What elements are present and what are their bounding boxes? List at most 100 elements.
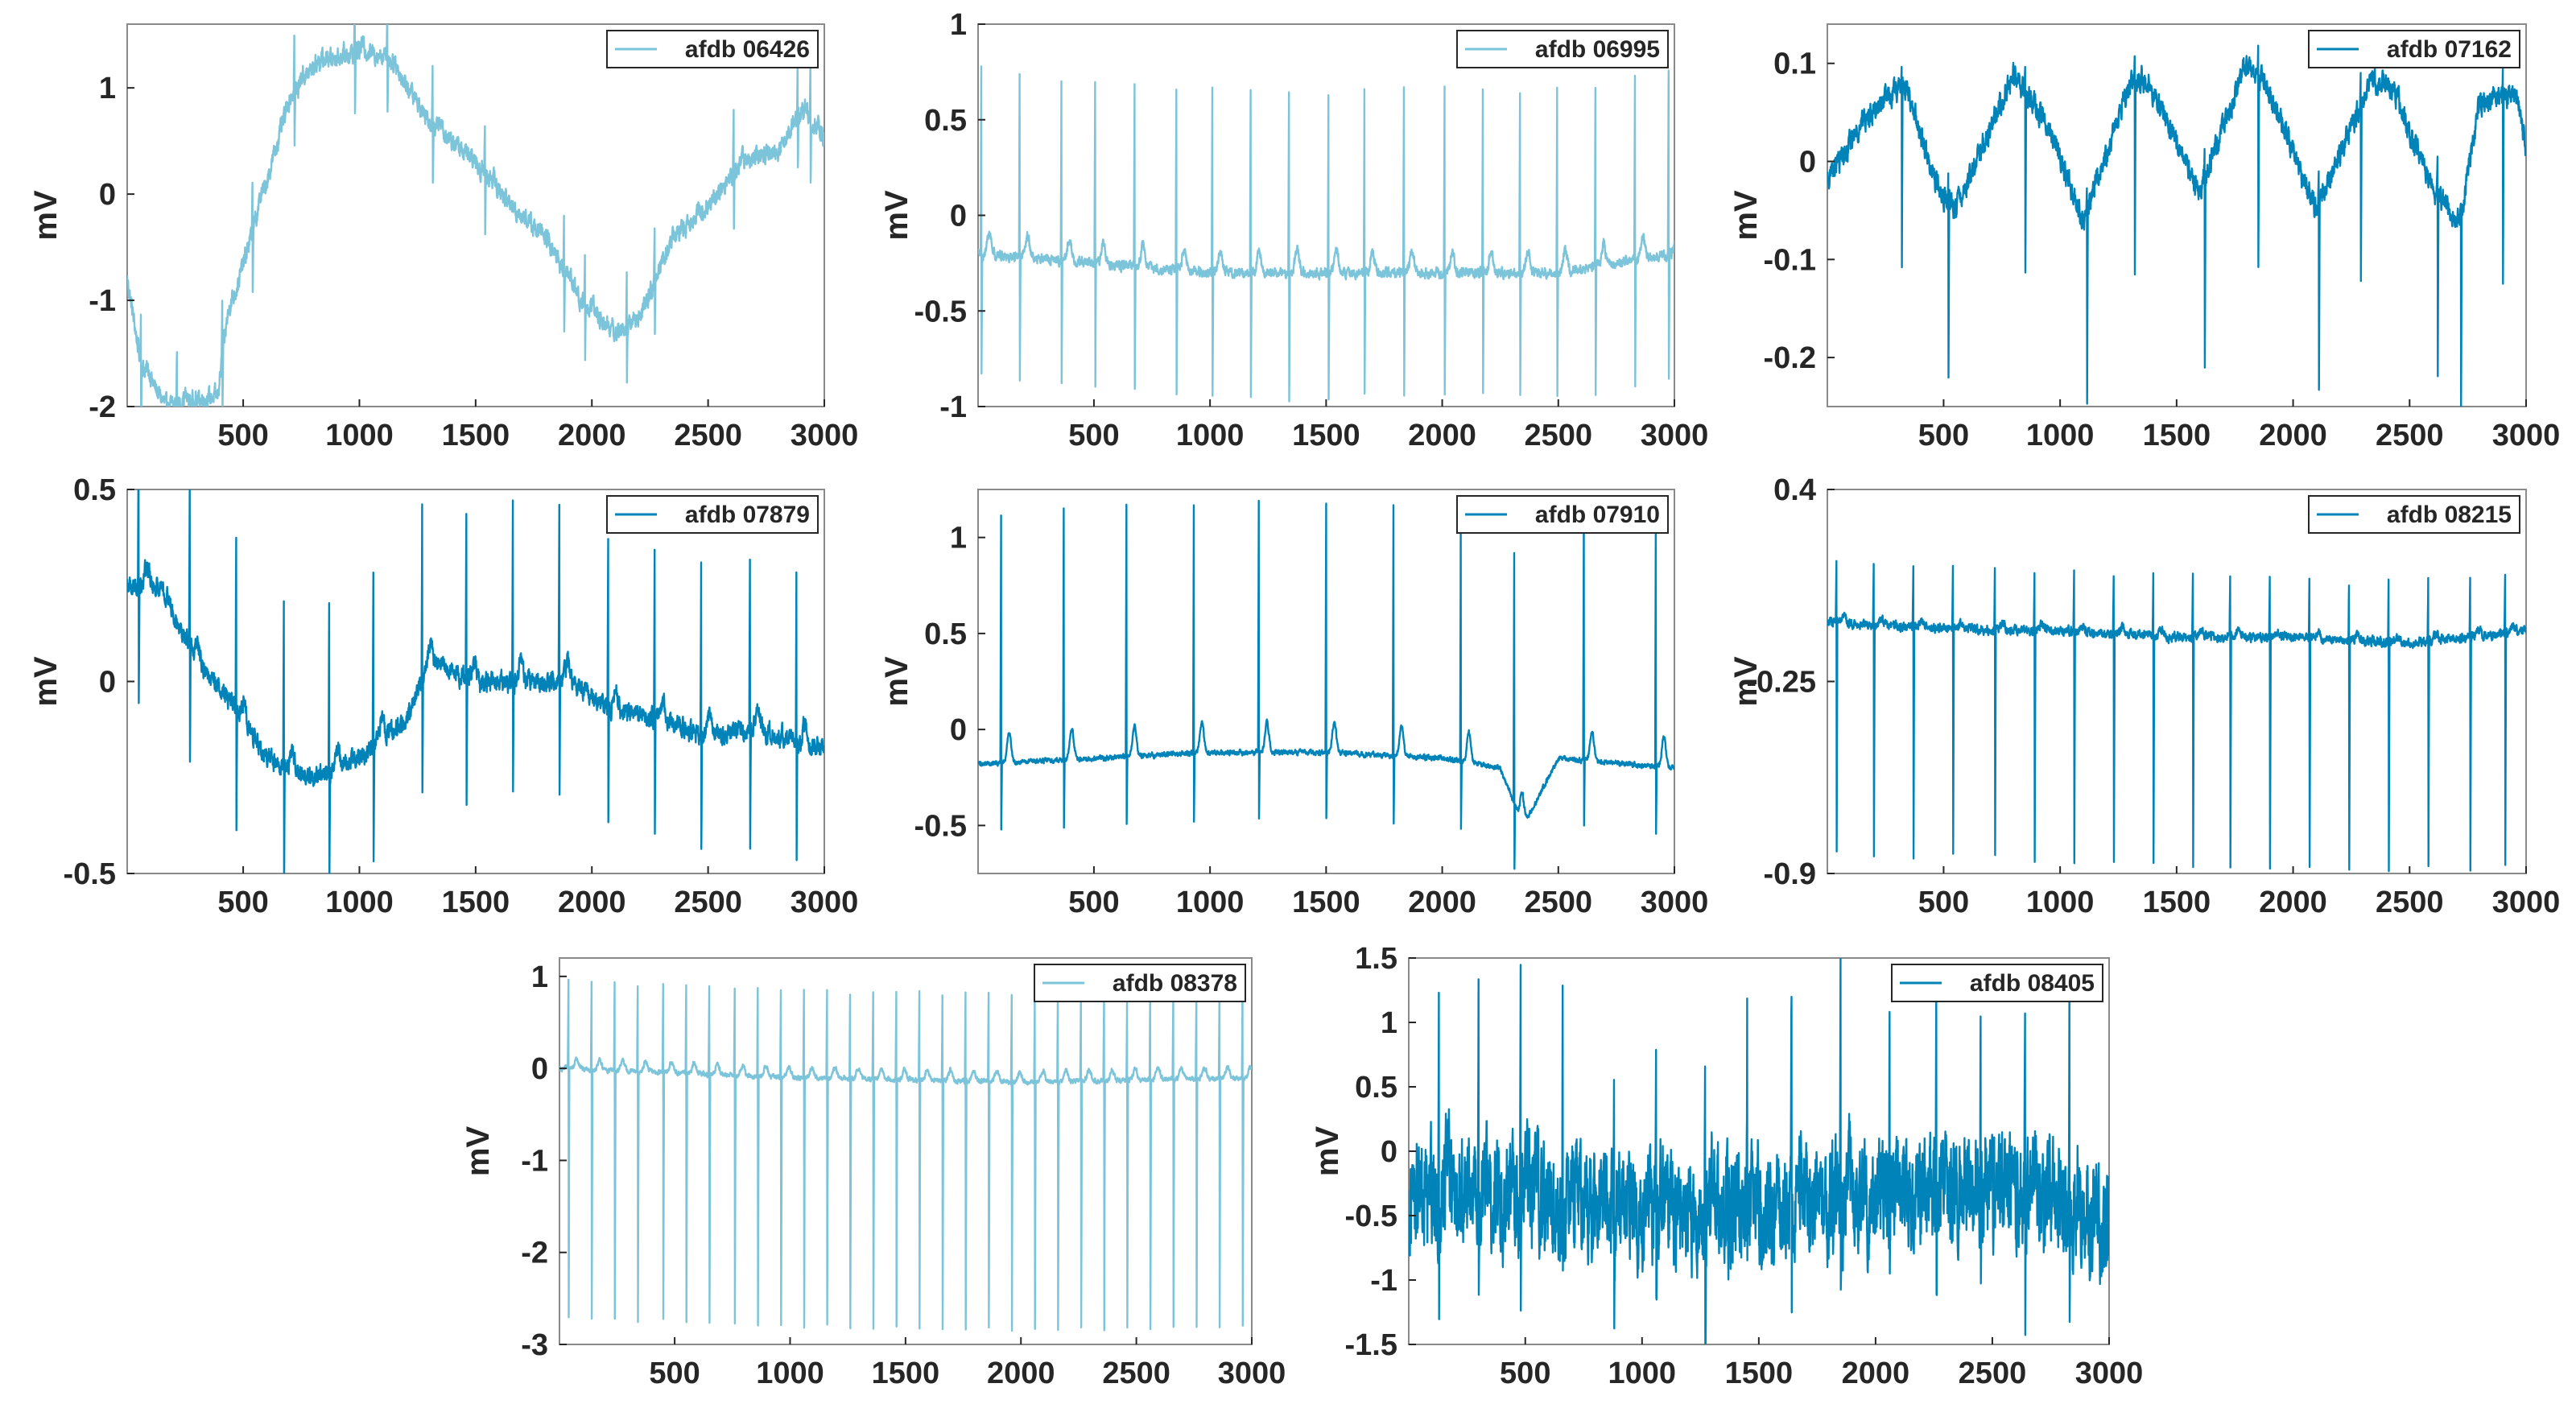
y-tick-label: 0.5 [1355,1071,1397,1105]
y-axis-label: mV [1728,190,1764,241]
plot-area [977,23,1675,407]
x-tick-label: 2000 [2259,419,2327,452]
ecg-panel-5: 500 1000 1500 2000 2500 3000 1 0.5 0 -0.5 mV afdb 0… [879,489,1708,919]
y-tick-label: -0.5 [914,295,967,328]
legend: afdb 08405 [1891,964,2103,1002]
y-tick-label: 1 [950,522,967,555]
x-tick-label: 2000 [558,886,626,919]
x-tick-label: 2000 [558,419,626,452]
x-tick-label: 500 [1500,1357,1550,1390]
x-tick-label: 1500 [1725,1357,1794,1390]
x-tick-label: 1500 [2143,886,2211,919]
x-tick-label: 1000 [325,419,394,452]
y-axis-label: mV [28,190,64,241]
x-tick-label: 1500 [1292,886,1360,919]
legend: afdb 07910 [1456,495,1669,534]
plot-area [1827,23,2527,407]
y-tick-label: 0.5 [73,473,116,507]
y-tick-label: 0 [950,200,967,233]
ecg-trace [1409,958,2109,1344]
x-tick-label: 1000 [1608,1357,1677,1390]
x-tick-label: 2500 [674,886,742,919]
legend: afdb 08215 [2308,495,2520,534]
legend-label: afdb 07910 [1535,502,1660,528]
x-tick-label: 500 [1068,419,1119,452]
y-tick-label: -1 [89,284,116,318]
y-axis-label: mV [879,190,914,241]
y-tick-label: 0.5 [924,104,967,138]
y-axis-label: mV [879,656,914,707]
y-axis-label: mV [1728,656,1764,707]
y-tick-label: -1 [1370,1264,1397,1298]
x-tick-label: 500 [217,886,268,919]
x-tick-label: 2500 [674,419,742,452]
legend-label: afdb 06995 [1535,36,1660,63]
ecg-trace [1827,44,2526,407]
x-tick-label: 2000 [2259,886,2327,919]
x-tick-label: 500 [649,1357,700,1390]
x-tick-label: 500 [1068,886,1119,919]
y-tick-label: 0.5 [924,617,967,651]
ecg-trace [1827,560,2526,873]
x-tick-label: 3000 [791,419,859,452]
y-tick-label: 1 [950,8,967,42]
ecg-panel-2: 500 1000 1500 2000 2500 3000 1 0.5 0 -0.5 -1 mV afdb… [879,8,1708,452]
ecg-panel-1: 500 1000 1500 2000 2500 3000 1 0 -1 -2 mV afdb 0642… [28,23,859,452]
y-tick-label: 0.1 [1773,47,1816,81]
legend-label: afdb 08378 [1113,970,1237,997]
y-axis-label: mV [28,656,64,707]
y-tick-label: -0.5 [64,857,116,891]
y-tick-label: 1 [531,960,548,994]
x-tick-label: 3000 [1218,1357,1286,1390]
ecg-panel-6: 500 1000 1500 2000 2500 3000 0.4 -0.25 -0.9 mV afd… [1728,473,2560,919]
y-tick-label: -1 [939,390,967,424]
legend: afdb 08378 [1034,964,1246,1002]
x-tick-label: 2500 [1959,1357,2027,1390]
x-tick-label: 1500 [872,1357,940,1390]
x-tick-label: 3000 [1641,886,1709,919]
ecg-panel-7: 500 1000 1500 2000 2500 3000 1 0 -1 -2 -3 mV afdb 08… [460,957,1286,1390]
y-tick-label: -0.25 [1746,666,1816,700]
y-tick-label: 0 [99,178,116,212]
y-tick-label: -0.5 [1345,1200,1397,1233]
ecg-panel-3: 500 1000 1500 2000 2500 3000 0.1 0 -0.1 -0.2 mV afd… [1728,23,2561,452]
x-tick-label: 1000 [2026,419,2095,452]
y-tick-label: 0 [99,666,116,700]
x-tick-label: 3000 [2492,419,2561,452]
y-tick-label: -0.1 [1764,243,1816,277]
plot-area [126,489,825,874]
plot-area [1827,489,2527,874]
y-tick-label: -0.2 [1764,341,1816,375]
y-tick-label: 1.5 [1355,942,1397,976]
ecg-trace [127,489,824,873]
y-tick-label: -2 [521,1237,548,1270]
ecg-trace [978,65,1674,403]
x-tick-label: 1500 [2143,419,2211,452]
y-tick-label: -3 [521,1328,548,1362]
x-tick-label: 500 [1918,886,1969,919]
legend-label: afdb 08215 [2387,502,2512,528]
plot-area [126,23,825,407]
y-tick-label: -1 [521,1144,548,1178]
legend-label: afdb 07879 [685,502,810,528]
x-tick-label: 3000 [791,886,859,919]
x-tick-label: 2000 [1408,419,1476,452]
ecg-trace [978,499,1674,870]
x-tick-label: 1000 [2026,886,2095,919]
y-tick-label: -1.5 [1345,1328,1397,1362]
x-tick-label: 2000 [987,1357,1055,1390]
legend-label: afdb 08405 [1970,970,2095,997]
ecg-trace [559,978,1252,1332]
legend: afdb 07162 [2308,30,2520,68]
x-tick-label: 2500 [1525,886,1593,919]
legend: afdb 07879 [606,495,819,534]
x-tick-label: 500 [217,419,268,452]
y-axis-label: mV [460,1126,496,1177]
x-tick-label: 1500 [442,419,510,452]
x-tick-label: 1000 [1176,419,1245,452]
legend-label: afdb 06426 [685,36,810,63]
ecg-panel-4: 500 1000 1500 2000 2500 3000 0.5 0 -0.5 mV afdb 07… [28,473,859,919]
x-tick-label: 1000 [1176,886,1245,919]
x-tick-label: 3000 [1641,419,1709,452]
